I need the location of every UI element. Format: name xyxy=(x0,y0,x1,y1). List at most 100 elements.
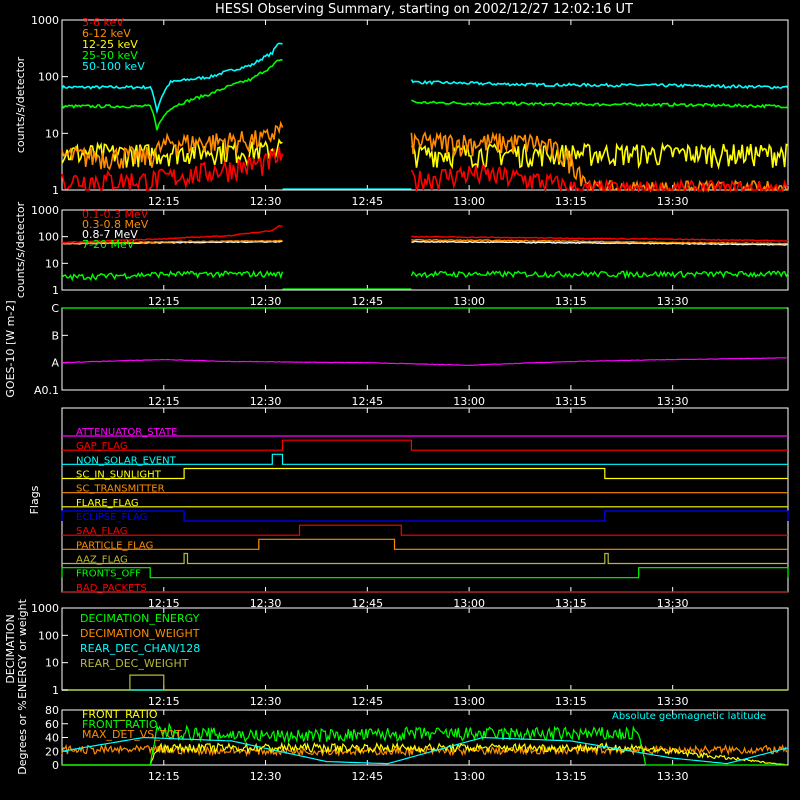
series-line xyxy=(61,58,789,131)
y-axis-label: ENERGY or weight xyxy=(16,598,29,698)
x-tick-label: 12:30 xyxy=(250,295,282,308)
y-axis-label: Degrees or % xyxy=(16,700,29,774)
x-tick-label: 12:45 xyxy=(351,770,383,783)
flag-line xyxy=(62,524,788,536)
legend-entry: 7-20 MeV xyxy=(82,238,135,251)
legend-entry: FRONT_RATIO xyxy=(82,718,158,731)
y-tick-label: 40 xyxy=(45,732,59,745)
y-tick-label: 1 xyxy=(52,284,59,297)
y-tick-label: 10 xyxy=(45,657,59,670)
x-tick-label: 12:30 xyxy=(250,695,282,708)
annotation-text: Absolute geomagnetic latitude xyxy=(612,711,766,722)
x-tick-label: 13:30 xyxy=(657,195,689,208)
x-tick-label: 12:15 xyxy=(148,597,180,610)
x-tick-label: 12:45 xyxy=(351,295,383,308)
x-tick-label: 13:00 xyxy=(453,395,485,408)
x-tick-label: 13:00 xyxy=(453,597,485,610)
panel-count-rates-frame xyxy=(61,19,789,191)
legend-entry: MAX_DET_VS_TOT xyxy=(82,728,182,741)
panel-count-rates: 12:15 12:30 12:45 13:00 13:15 13:30 1 10 100 1000… xyxy=(14,14,789,208)
x-tick-label: 12:45 xyxy=(351,195,383,208)
series-line xyxy=(61,269,789,282)
y-tick-label: 1000 xyxy=(31,14,59,27)
y-tick-label: 10 xyxy=(45,257,59,270)
legend-entry: 0.8-7 MeV xyxy=(82,228,138,241)
series-line xyxy=(62,357,787,366)
y-axis-label: GOES-10 [W m-2] xyxy=(4,300,17,397)
x-tick-label: 13:15 xyxy=(555,295,587,308)
x-tick-label: 12:30 xyxy=(250,395,282,408)
y-tick-label: 100 xyxy=(38,629,59,642)
x-tick-label: 13:15 xyxy=(555,395,587,408)
flag-label: NON_SOLAR_EVENT xyxy=(76,455,177,466)
series-line xyxy=(61,736,789,765)
x-tick-label: 12:45 xyxy=(351,695,383,708)
flag-line xyxy=(62,552,788,565)
y-tick-label: 0 xyxy=(52,759,59,772)
x-tick-label: 12:30 xyxy=(250,195,282,208)
panel-high-energy-frame xyxy=(61,209,789,291)
panels-group: 12:15 12:30 12:45 13:00 13:15 13:301101001000… xyxy=(4,14,789,783)
y-tick-label: A0.1 xyxy=(34,384,59,397)
x-tick-label: 12:15 xyxy=(148,195,180,208)
legend-entry: DECIMATION_ENERGY xyxy=(80,612,200,625)
panel-goes: 12:15 12:30 12:45 13:00 13:15 13:30 A0.1 A B C GOE… xyxy=(4,300,789,408)
x-tick-label: 12:15 xyxy=(148,695,180,708)
series-line xyxy=(61,138,789,170)
flag-label: FLARE_FLAG xyxy=(76,498,139,509)
flag-line xyxy=(61,510,789,522)
x-tick-label: 12:45 xyxy=(351,597,383,610)
x-tick-label: 13:30 xyxy=(657,597,689,610)
panel-flags: 12:15 12:30 12:45 13:00 13:15 13:30 ATTENUATOR… xyxy=(28,407,789,610)
y-tick-label: 100 xyxy=(38,71,59,84)
legend-entry: 6-12 keV xyxy=(82,27,131,40)
panel-decimation: 12:15 12:30 12:45 13:00 13:15 13:30 1 10 100 1000… xyxy=(4,598,789,708)
legend-entry: REAR_DEC_CHAN/128 xyxy=(80,642,200,655)
x-tick-label: 13:30 xyxy=(657,770,689,783)
x-tick-label: 13:00 xyxy=(453,195,485,208)
x-tick-label: 13:15 xyxy=(555,770,587,783)
x-tick-label: 13:15 xyxy=(555,695,587,708)
y-tick-label: A xyxy=(51,357,59,370)
x-tick-label: 13:15 xyxy=(555,195,587,208)
y-axis-label: DECIMATION xyxy=(4,614,17,683)
y-tick-label: 10 xyxy=(45,127,59,140)
figure-title: HESSI Observing Summary, starting on 200… xyxy=(215,2,633,17)
series-line xyxy=(61,225,789,244)
y-tick-label: 20 xyxy=(45,745,59,758)
x-tick-label: 12:15 xyxy=(148,295,180,308)
flag-label: SC_IN_SUNLIGHT xyxy=(76,470,162,481)
flag-label: PARTICLE_FLAG xyxy=(76,540,153,551)
legend-entry: 12-25 keV xyxy=(82,38,138,51)
y-tick-label: 1 xyxy=(52,684,59,697)
flag-label: BAD_PACKETS xyxy=(76,583,147,594)
y-axis-label: counts/s/detector xyxy=(14,201,27,298)
x-tick-label: 12:15 xyxy=(148,395,180,408)
flag-line xyxy=(62,467,788,480)
x-tick-label: 13:15 xyxy=(555,597,587,610)
series-line xyxy=(61,146,789,194)
y-tick-label: 60 xyxy=(45,718,59,731)
flag-label: GAP_FLAG xyxy=(76,441,128,452)
y-axis-label: counts/s/detector xyxy=(14,56,27,153)
legend-entry: REAR_DEC_WEIGHT xyxy=(80,657,189,670)
legend-entry: 50-100 keV xyxy=(82,60,145,73)
legend-entry: 3-6 keV xyxy=(82,16,124,29)
flag-line xyxy=(62,538,788,550)
panel-high-energy: 12:15 12:30 12:45 13:00 13:15 13:30 1 10 100 1000… xyxy=(14,201,789,308)
flag-label: SAA_FLAG xyxy=(76,526,127,537)
flag-label: SC_TRANSMITTER xyxy=(76,484,165,495)
x-tick-label: 12:30 xyxy=(250,770,282,783)
flag-label: ECLIPSE_FLAG xyxy=(76,512,147,523)
flag-line xyxy=(61,567,789,579)
legend-entry: 25-50 keV xyxy=(82,49,138,62)
y-tick-label: B xyxy=(51,329,59,342)
legend-entry: 0.3-0.8 MeV xyxy=(82,218,149,231)
y-tick-label: 80 xyxy=(45,704,59,717)
legend-entry: DECIMATION_WEIGHT xyxy=(80,627,200,640)
x-tick-label: 12:30 xyxy=(250,597,282,610)
x-tick-label: 13:00 xyxy=(453,295,485,308)
y-tick-label: 100 xyxy=(38,231,59,244)
